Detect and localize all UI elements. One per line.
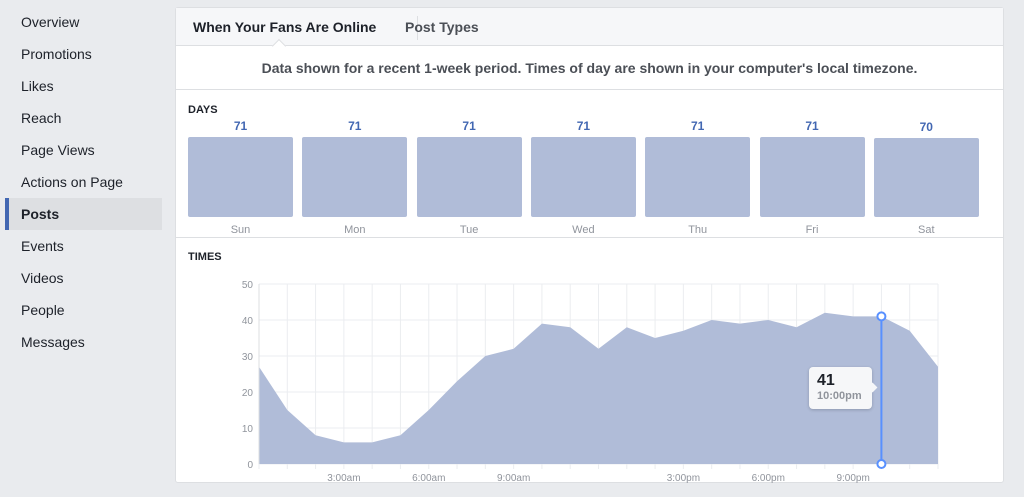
day-bar[interactable] xyxy=(530,137,636,217)
day-bar[interactable] xyxy=(645,137,751,217)
day-name: Sat xyxy=(918,224,935,236)
day-bar[interactable] xyxy=(873,138,979,217)
day-value: 71 xyxy=(233,119,248,133)
tab-divider xyxy=(417,16,418,40)
days-label: DAYS xyxy=(188,104,218,116)
sidebar-item-messages[interactable]: Messages xyxy=(21,334,85,350)
day-value: 71 xyxy=(462,119,476,133)
day-value: 70 xyxy=(919,120,933,135)
day-bar[interactable] xyxy=(302,137,408,217)
days-chart: 71 Sun 71 Mon 71 Tue 71 Wed 71 Thu 71 Fri 70 S… xyxy=(176,92,1003,238)
day-column: 71 Mon xyxy=(302,92,408,238)
sidebar-item-reach[interactable]: Reach xyxy=(21,110,62,126)
sidebar-item-page-views[interactable]: Page Views xyxy=(21,142,95,158)
day-column: 71 Sun xyxy=(188,92,293,238)
day-column: 71 Thu xyxy=(645,92,751,238)
sidebar-item-likes[interactable]: Likes xyxy=(21,78,54,94)
sidebar-item-posts[interactable]: Posts xyxy=(5,198,162,230)
y-tick-label: 0 xyxy=(247,460,253,471)
times-area xyxy=(259,312,938,464)
day-value: 71 xyxy=(691,119,705,133)
chart-tooltip: 41 10:00pm xyxy=(809,367,872,409)
tooltip-time: 10:00pm xyxy=(817,390,862,402)
y-tick-label: 20 xyxy=(242,388,254,399)
sidebar-item-people[interactable]: People xyxy=(21,302,65,318)
y-tick-label: 50 xyxy=(242,280,254,291)
times-chart: 0 10 20 30 40 50 3:00am 6:00am 9:00am 3:00pm 6:00p… xyxy=(242,280,939,484)
sidebar-item-videos[interactable]: Videos xyxy=(21,270,64,286)
x-tick-label: 9:00am xyxy=(497,473,530,484)
day-column: 71 Fri xyxy=(759,92,865,238)
day-column: 71 Wed xyxy=(530,92,636,238)
day-name: Thu xyxy=(688,224,708,236)
day-column: 71 Tue xyxy=(416,92,522,238)
y-tick-label: 40 xyxy=(242,316,254,327)
day-name: Tue xyxy=(459,224,479,236)
sidebar-item-actions-on-page[interactable]: Actions on Page xyxy=(21,174,123,190)
hover-point-top xyxy=(876,311,887,322)
x-tick-label: 3:00pm xyxy=(667,473,700,484)
day-name: Fri xyxy=(805,224,819,236)
x-tick-label: 3:00am xyxy=(327,473,360,484)
fans-online-panel: When Your Fans Are Online Post Types Dat… xyxy=(175,7,1004,484)
x-tick-label: 6:00pm xyxy=(752,473,785,484)
day-column: 70 Sat xyxy=(873,92,979,238)
day-bar[interactable] xyxy=(759,137,865,217)
sidebar-item-promotions[interactable]: Promotions xyxy=(21,46,92,62)
hover-point-bottom xyxy=(876,459,887,469)
day-value: 71 xyxy=(576,119,591,133)
day-value: 71 xyxy=(805,119,819,133)
sidebar-item-overview[interactable]: Overview xyxy=(21,14,80,30)
tab-bar: When Your Fans Are Online Post Types xyxy=(176,8,1003,54)
tooltip-value: 41 xyxy=(817,372,835,389)
day-name: Sun xyxy=(230,224,251,236)
x-tick-label: 9:00pm xyxy=(836,473,869,484)
day-name: Mon xyxy=(344,224,366,236)
timezone-notice: Data shown for a recent 1-week period. T… xyxy=(176,46,1003,90)
times-label: TIMES xyxy=(188,251,222,263)
x-tick-label: 6:00am xyxy=(412,473,445,484)
day-name: Wed xyxy=(572,224,595,236)
insights-sidebar: Overview Promotions Likes Reach Page Views Ac… xyxy=(0,6,162,358)
y-tick-label: 10 xyxy=(242,424,254,435)
y-tick-label: 30 xyxy=(242,352,254,363)
day-value: 71 xyxy=(348,119,362,133)
day-bar[interactable] xyxy=(188,137,293,217)
tab-post-types[interactable]: Post Types xyxy=(405,19,479,35)
day-bar[interactable] xyxy=(416,137,522,217)
sidebar-item-events[interactable]: Events xyxy=(21,238,64,254)
tab-when-fans-online[interactable]: When Your Fans Are Online xyxy=(193,19,377,35)
